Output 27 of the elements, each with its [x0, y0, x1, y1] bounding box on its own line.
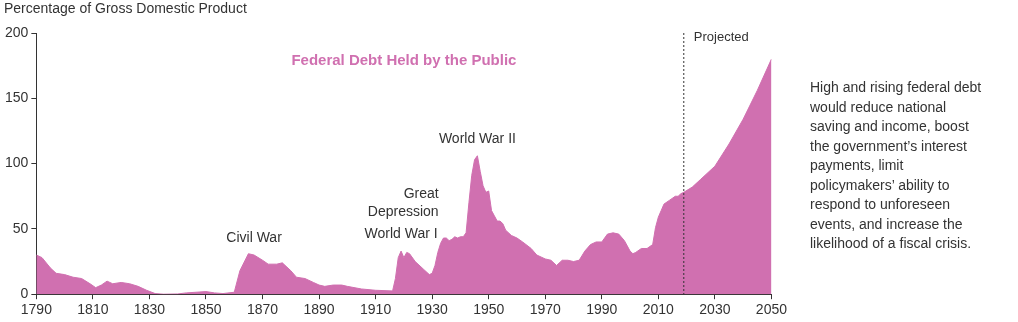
- x-tick-label: 1950: [473, 301, 505, 318]
- text: High and rising federal debt would reduce national saving and income, boost the government’s interest payments, limit policymakers’ ability to respond to unforeseen events, and increase the likelihood of a fiscal crisis.: [810, 79, 982, 251]
- x-tick-label: 2010: [642, 301, 675, 318]
- x-tick-label: 1890: [303, 301, 335, 318]
- x-tick-label: 1850: [190, 301, 222, 318]
- y-axis-title: Percentage of Gross Domestic Product: [4, 0, 247, 16]
- x-tick-label: 1810: [77, 301, 109, 318]
- x-tick-label: 2050: [755, 301, 788, 318]
- text: Federal Debt Held by the Public: [291, 51, 517, 69]
- annotation: Civil War: [226, 228, 283, 245]
- y-tick-label: 0: [20, 285, 29, 302]
- y-tick-label: 50: [12, 219, 29, 236]
- x-tick-label: 2030: [699, 301, 731, 318]
- annotation: World War II: [438, 129, 516, 146]
- x-tick-label: 1990: [586, 301, 618, 318]
- annotation: World War I: [364, 224, 438, 241]
- x-tick-label: 1790: [20, 301, 53, 318]
- x-tick-label: 1870: [246, 301, 279, 318]
- x-tick-label: 1930: [416, 301, 448, 318]
- x-tick-label: 1910: [360, 301, 392, 318]
- x-tick-label: 1970: [529, 301, 562, 318]
- y-tick-label: 150: [5, 89, 29, 106]
- ref-line-label: Projected: [693, 29, 749, 45]
- y-tick-label: 200: [5, 23, 29, 40]
- annotation: Great Depression: [367, 185, 439, 220]
- x-tick-label: 1830: [133, 301, 166, 318]
- y-tick-label: 100: [5, 154, 29, 171]
